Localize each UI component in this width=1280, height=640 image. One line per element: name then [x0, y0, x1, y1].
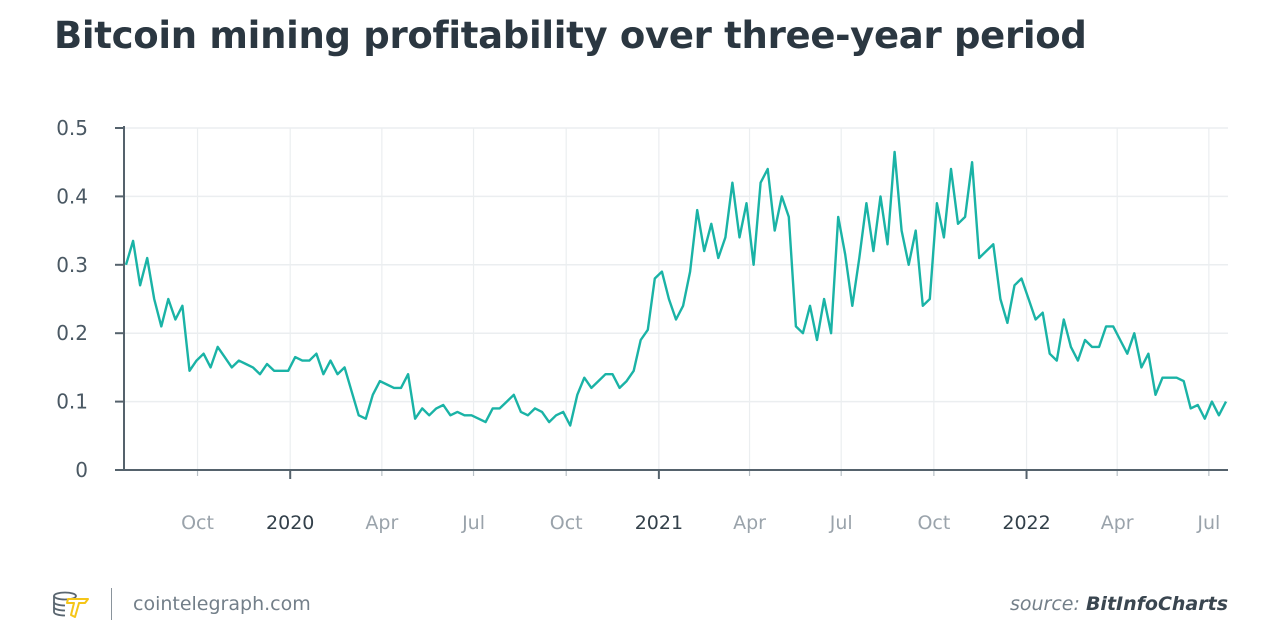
x-tick-label: 2022 [1002, 512, 1050, 534]
y-tick-label: 0.2 [56, 321, 88, 345]
y-tick-label: 0 [75, 458, 88, 482]
footer-site-link[interactable]: cointelegraph.com [133, 593, 311, 615]
x-tick-label: Jul [829, 512, 853, 534]
cointelegraph-logo-icon [53, 591, 89, 618]
x-tick-label: Apr [1101, 512, 1134, 534]
y-tick-label: 0.4 [56, 184, 88, 208]
chart-title: Bitcoin mining profitability over three-… [54, 14, 1087, 57]
y-tick-label: 0.5 [56, 116, 88, 140]
x-tick-label: Jul [1196, 512, 1220, 534]
y-tick-label: 0.3 [56, 253, 88, 277]
x-tick-label: 2020 [266, 512, 314, 534]
x-tick-label: Oct [181, 512, 214, 534]
source-prefix: source: [1009, 593, 1086, 615]
tick-labels: 0 0.1 0.2 0.3 0.4 0.5 Oct 2020 Apr Jul Oct 2021 Apr J… [56, 116, 1220, 534]
y-tick-label: 0.1 [56, 390, 88, 414]
x-tick-label: Apr [733, 512, 766, 534]
source-name: BitInfoCharts [1085, 593, 1228, 615]
x-tick-label: Apr [365, 512, 398, 534]
x-tick-label: 2021 [635, 512, 683, 534]
x-tick-label: Oct [550, 512, 583, 534]
footer-divider [111, 588, 112, 620]
axes [115, 126, 1228, 479]
x-tick-label: Oct [917, 512, 950, 534]
footer-source: source: BitInfoCharts [1010, 593, 1228, 615]
grid [124, 127, 1228, 470]
x-tick-label: Jul [461, 512, 485, 534]
series-line [124, 150, 1228, 427]
